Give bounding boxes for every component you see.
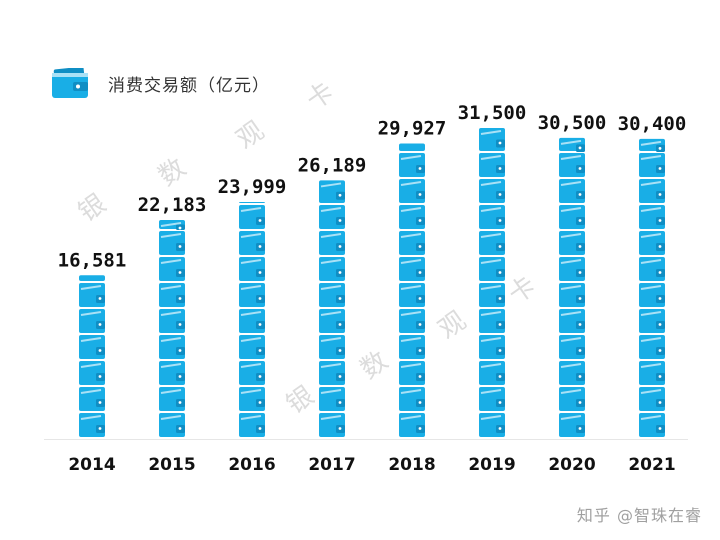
x-tick-label: 2017 [308, 455, 355, 475]
bar-2021 [639, 138, 665, 437]
bar-2016 [239, 202, 265, 437]
bar-2015 [159, 219, 185, 437]
value-label: 22,183 [138, 194, 207, 216]
legend: 消费交易额（亿元） [52, 66, 270, 100]
bar-2018 [399, 143, 425, 437]
bar-2020 [559, 137, 585, 437]
bar-2019 [479, 128, 505, 437]
x-tick-label: 2016 [228, 455, 275, 475]
footer-watermark: 知乎 @智珠在睿 [576, 506, 702, 525]
x-tick-label: 2019 [468, 455, 515, 475]
value-label: 30,400 [618, 113, 687, 135]
wallet-icon [52, 68, 88, 98]
value-label: 26,189 [298, 154, 367, 176]
value-label: 30,500 [538, 112, 607, 134]
bar-2014 [79, 275, 105, 437]
x-tick-label: 2020 [548, 455, 595, 475]
x-tick-label: 2018 [388, 455, 435, 475]
bar-2017 [319, 180, 345, 437]
legend-label: 消费交易额（亿元） [108, 75, 270, 96]
value-label: 16,581 [58, 249, 127, 271]
value-label: 29,927 [378, 118, 447, 140]
x-tick-label: 2021 [628, 455, 675, 475]
x-tick-label: 2015 [148, 455, 195, 475]
value-label: 31,500 [458, 102, 527, 124]
x-tick-label: 2014 [68, 455, 115, 475]
value-label: 23,999 [218, 176, 287, 198]
